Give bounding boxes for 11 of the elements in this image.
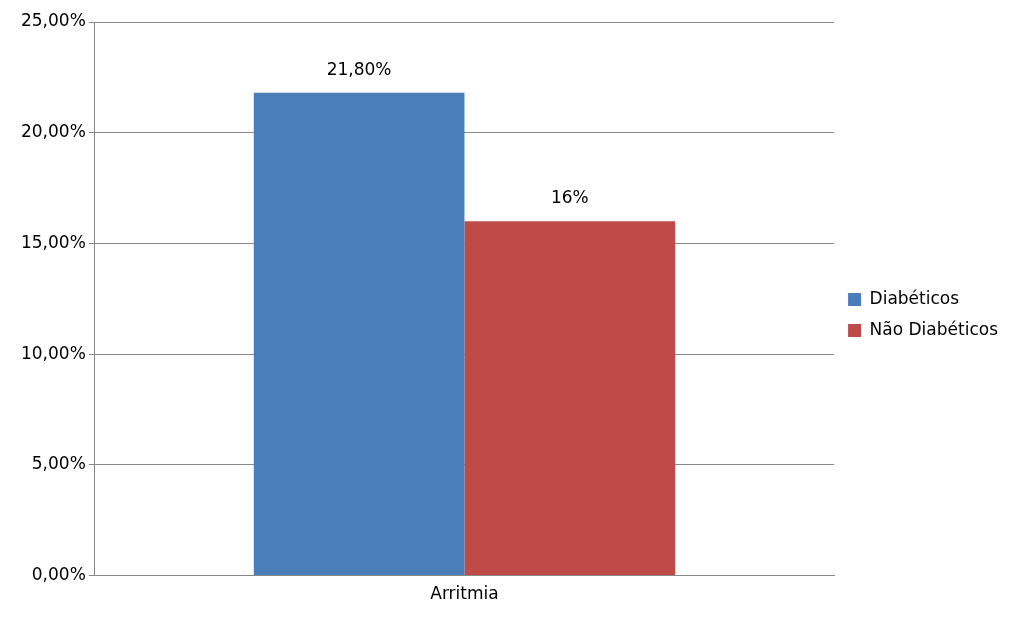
legend-label: Diabéticos (869, 287, 960, 308)
data-label: 21,80% (326, 58, 392, 79)
y-tick-label: 25,00% (20, 10, 86, 31)
y-tick-label: 15,00% (20, 231, 86, 252)
y-tick-label: 0,00% (31, 564, 86, 585)
data-label: 16% (550, 187, 589, 208)
y-tick-label: 10,00% (20, 342, 86, 363)
y-tick-label: 5,00% (31, 453, 86, 474)
x-tick-label: Arritmia (430, 583, 499, 604)
legend-label: Não Diabéticos (869, 318, 999, 339)
y-tick-label: 20,00% (20, 121, 86, 142)
